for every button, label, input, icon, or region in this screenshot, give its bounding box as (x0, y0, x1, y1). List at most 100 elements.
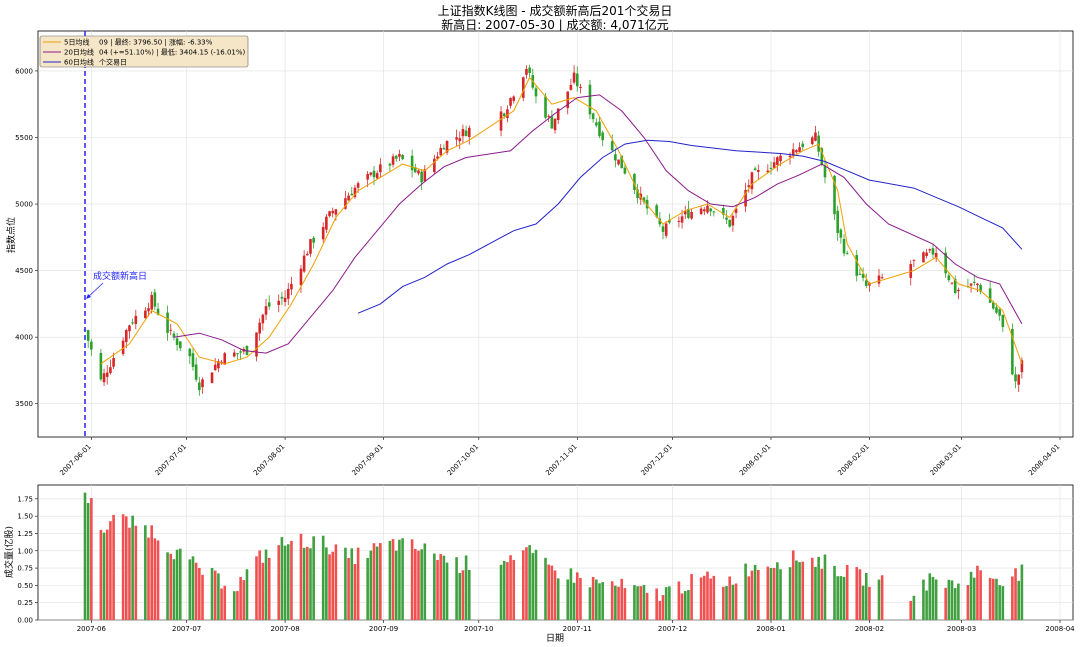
volume-bar (423, 543, 427, 620)
candle-body (722, 207, 725, 215)
volume-bar (439, 554, 443, 620)
annotation-arrow (86, 282, 104, 299)
candle-body (369, 172, 373, 175)
volume-bar (521, 550, 525, 620)
candle-body (525, 68, 528, 75)
volume-bar (99, 529, 103, 620)
volume-bar (401, 538, 404, 620)
volume-bar (442, 555, 446, 620)
candle-body (410, 155, 414, 171)
volume-bar (147, 537, 150, 620)
volume-bar (461, 570, 465, 620)
volume-bar (750, 570, 754, 620)
candle-body (121, 340, 125, 355)
volume-bar (201, 574, 204, 620)
volume-bar (772, 567, 776, 620)
candle-body (445, 140, 449, 153)
volume-bar (664, 587, 668, 620)
volume-bar (623, 588, 627, 620)
candle-body (144, 310, 147, 319)
candle-body (232, 352, 236, 357)
volume-x-tick-label: 2008-04 (1045, 625, 1075, 633)
legend: 5日均线 20日均线 60日均线 09 | 最终: 3796.50 | 涨幅: … (39, 35, 249, 68)
candle-body (267, 302, 271, 307)
ma60-line (357, 139, 1023, 314)
volume-bar (636, 586, 639, 620)
price-y-label: 指数点位 (5, 217, 17, 253)
price-x-tick-label: 2007-09-01 (351, 443, 385, 477)
volume-y-tick-label: 0.50 (17, 582, 33, 590)
volume-bar (550, 565, 554, 620)
volume-bar (379, 543, 382, 620)
candle-body (880, 277, 884, 279)
volume-bar (458, 572, 462, 620)
candle-body (766, 170, 770, 173)
price-x-tick-label: 2008-03-01 (929, 443, 963, 477)
volume-bar (614, 585, 617, 620)
candle-body (153, 292, 157, 307)
candle-body (845, 252, 849, 254)
candle-body (992, 302, 995, 309)
volume-bar (1011, 576, 1014, 620)
volume-bar (172, 559, 176, 620)
candle-body (769, 167, 773, 169)
candle-body (217, 361, 220, 369)
price-y-tick-label: 4000 (15, 334, 33, 342)
candle-body (953, 278, 957, 294)
volume-bar (242, 580, 246, 620)
candle-body (553, 118, 557, 131)
candle-body (372, 170, 376, 178)
volume-bar (661, 595, 665, 620)
price-y-tick-label: 3500 (15, 400, 33, 408)
candle-body (556, 108, 560, 121)
volume-bar (969, 571, 973, 620)
candle-body (105, 372, 109, 377)
volume-x-tick-label: 2007-10 (464, 625, 493, 633)
candle-body (1020, 360, 1024, 373)
candle-body (861, 273, 865, 278)
volume-bar (198, 567, 201, 620)
candle-body (223, 353, 227, 365)
legend-info-line3: 个交易日 (99, 58, 127, 67)
volume-bar (223, 585, 227, 620)
volume-bar (445, 562, 449, 620)
candle-body (306, 253, 309, 256)
candle-body (391, 156, 395, 165)
volume-y-tick-label: 1.50 (17, 513, 33, 521)
candle-body (544, 96, 547, 118)
volume-bar (166, 552, 169, 620)
volume-bar (931, 577, 935, 620)
volume-bar (731, 584, 735, 620)
volume-bar (217, 573, 220, 620)
volume-bar (687, 590, 690, 620)
candle-body (661, 226, 665, 232)
price-x-tick-label: 2007-11-01 (544, 443, 578, 477)
candle-body (636, 189, 639, 198)
volume-bar (328, 554, 331, 620)
candle-body (90, 341, 93, 350)
candle-body (258, 322, 261, 334)
candle-body (325, 216, 328, 230)
candlesticks (83, 64, 1024, 396)
volume-bar (544, 557, 547, 620)
candle-body (283, 297, 287, 302)
volume-bar (722, 586, 725, 620)
volume-bar (868, 586, 871, 620)
candle-body (264, 306, 268, 315)
volume-bar (610, 581, 614, 620)
volume-y-tick-label: 1.25 (17, 530, 33, 538)
candle-body (309, 239, 312, 254)
volume-bar (912, 595, 916, 620)
candle-body (972, 281, 976, 283)
volume-bar (972, 577, 976, 620)
candle-body (706, 205, 709, 213)
legend-ma60-label: 60日均线 (64, 58, 94, 67)
volume-bar (356, 547, 360, 620)
volume-x-tick-label: 2007-12 (658, 625, 687, 633)
volume-bar (658, 600, 662, 620)
volume-bar (309, 548, 312, 620)
volume-bar (683, 591, 687, 620)
ma20-line (173, 94, 1023, 354)
volume-x-tick-label: 2007-09 (369, 625, 398, 633)
price-x-axis: 2007-06-01 2007-07-01 2007-08-01 2007-09-01… (58, 437, 1061, 477)
